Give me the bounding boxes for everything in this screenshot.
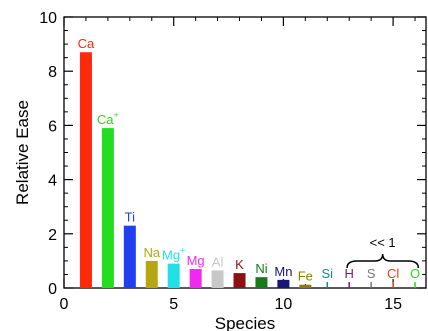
annotation-brace [346,253,420,269]
bar-mg-ion [167,263,180,288]
bar-ca [79,52,92,289]
bar-label-text: Ti [125,210,135,225]
bar-label-text: Ni [255,261,267,276]
bar-k [233,273,246,288]
bar-label: S [367,266,376,281]
x-tick-label: 5 [169,296,178,313]
annotation-label: << 1 [370,235,396,250]
annotation: << 1 [346,235,420,269]
y-tick-label: 2 [48,227,57,244]
bar-label-text: K [235,257,244,272]
bar-label: Mg+ [162,246,185,263]
bar-label: Fe [298,269,313,284]
x-tick-label: 10 [274,296,292,313]
bar-label-text: Na [143,245,160,260]
bars [79,52,416,289]
x-tick-label: 15 [384,296,402,313]
y-axis-label: Relative Ease [13,100,32,205]
y-tick-label: 6 [48,118,57,135]
bar-label: Mg [187,253,205,268]
bar-label-text: O [410,266,420,281]
bar-label-text: Al [212,254,224,269]
bar-label-text: Ca [97,112,114,127]
bar-label: Na [143,245,160,260]
bar-mg [189,269,202,288]
y-tick-label: 10 [39,10,57,27]
x-tick-label: 0 [60,296,69,313]
y-tick-label: 0 [48,281,57,298]
bar-label-text: Fe [298,269,313,284]
bar-label-text: Ca [78,36,95,51]
y-tick-label: 8 [48,64,57,81]
bar-label: O [410,266,420,281]
bar-label-text: S [367,266,376,281]
bar-label: Si [321,266,333,281]
bar-al [211,270,224,288]
bar-label: H [345,266,354,281]
bar-label: Mn [274,264,292,279]
bar-ca-ion [101,128,114,288]
bar-label: Ti [125,210,135,225]
y-tick-label: 4 [48,173,57,190]
bar-label-superscript: + [180,246,185,256]
bar-label: Ni [255,261,267,276]
bar-label: Ca [78,36,95,51]
x-axis-label: Species [215,314,275,331]
bar-ti [123,225,136,288]
bar-fe [299,284,312,288]
bar-mn [277,279,290,288]
bar-label-text: Mg [187,253,205,268]
bar-label-text: Mn [274,264,292,279]
bar-ni [255,277,268,288]
bar-label-text: H [345,266,354,281]
bar-label-text: Si [321,266,333,281]
bar-label-text: Cl [387,266,399,281]
bar-label-superscript: + [114,110,119,120]
bar-label: Ca+ [97,110,119,127]
bar-label-text: Mg [162,248,180,263]
bar-label: Al [212,254,224,269]
bar-label: Cl [387,266,399,281]
bar-na [145,260,158,288]
bar-label: K [235,257,244,272]
